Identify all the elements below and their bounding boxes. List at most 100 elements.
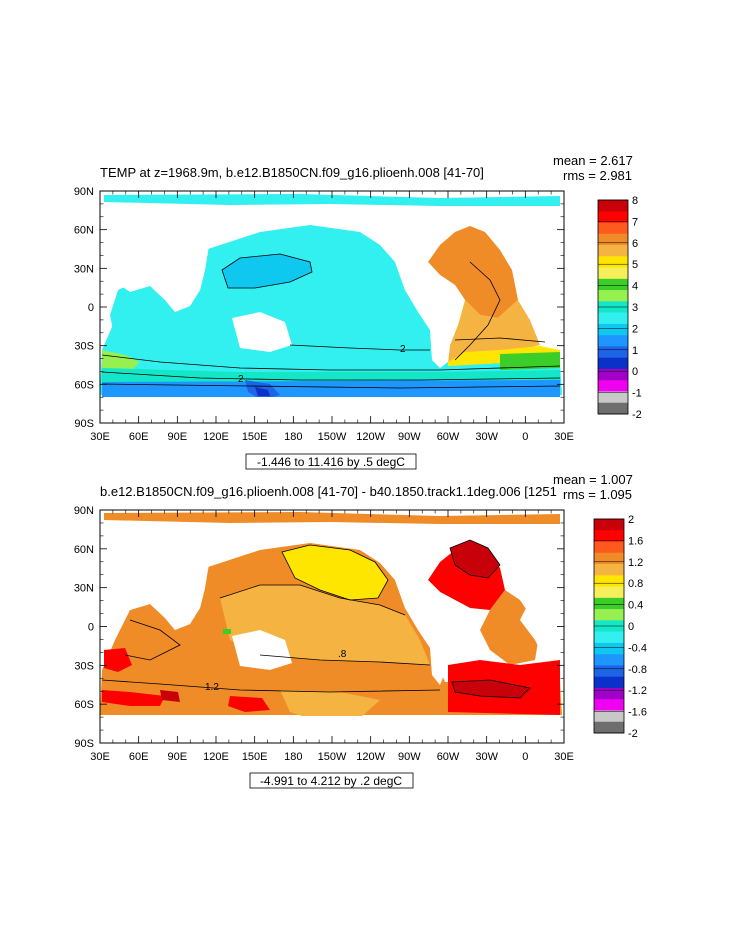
colorbar-swatch <box>598 200 628 212</box>
region-satlantic-green <box>500 352 560 370</box>
contour-line <box>101 371 561 381</box>
x-tick-label: 60E <box>129 751 149 763</box>
colorbar-label: 2 <box>628 514 634 526</box>
x-tick-label: 60W <box>437 751 460 763</box>
contour-line <box>454 261 501 361</box>
x-tick-label: 150E <box>242 431 268 443</box>
region-satlantic-orange <box>480 590 540 665</box>
region-southern-red <box>102 690 165 706</box>
colorbar-swatch <box>598 357 628 370</box>
region-southern-blue <box>102 380 560 397</box>
land-australia <box>232 312 292 352</box>
panel-bottom-range-box <box>249 772 414 789</box>
contour-line <box>101 383 561 389</box>
contour-line <box>101 679 441 693</box>
colorbar-label: -0.4 <box>628 642 647 654</box>
colorbar-swatch <box>598 380 628 392</box>
contour-line <box>259 654 431 666</box>
contour-line <box>281 544 389 601</box>
colorbar-swatch <box>594 654 624 666</box>
colorbar-label: 0.8 <box>628 578 643 590</box>
land-americas <box>380 228 465 368</box>
colorbar-swatch <box>594 575 624 587</box>
colorbar-label: 2 <box>632 323 638 335</box>
colorbar-swatch <box>598 222 628 235</box>
panel-bottom-title: b.e12.B1850CN.f09_g16.plioenh.008 [41-70… <box>100 484 557 499</box>
panel-top-xaxis: 30E 60E 90E 120E 150E 180 150W 120W 90W 60W 30W 0 30… <box>90 191 574 443</box>
colorbar-swatch <box>598 323 628 336</box>
colorbar-swatch <box>598 267 628 280</box>
panel-bottom-mean: mean = 1.007 <box>553 472 633 487</box>
region-indian-red <box>104 648 132 672</box>
colorbar-swatch <box>598 290 628 302</box>
contour-label: 1.2 <box>205 682 219 693</box>
y-tick-label: 90S <box>74 418 94 430</box>
x-tick-label: 120W <box>356 431 385 443</box>
y-tick-label: 0 <box>88 622 94 634</box>
region-sepacific-lightorange <box>280 690 380 722</box>
land-africa <box>520 580 564 660</box>
x-tick-label: 60W <box>437 431 460 443</box>
colorbar-label: 5 <box>632 259 638 271</box>
colorbar-swatch <box>594 665 624 677</box>
contour-line <box>289 344 430 351</box>
y-tick-label: 60N <box>74 225 94 237</box>
colorbar-label: 7 <box>632 216 638 228</box>
x-tick-label: 90W <box>398 431 421 443</box>
contour-label: 2 <box>238 374 244 385</box>
region-indian-green <box>102 350 140 372</box>
region-arctic-orange <box>104 512 560 524</box>
colorbar-label: -2 <box>632 409 642 421</box>
colorbar-label: 0 <box>628 621 634 633</box>
colorbar-swatch <box>594 721 624 734</box>
panel-bottom-xaxis: 30E 60E 90E 120E 150E 180 150W 120W 90W 60W 30W 0 30… <box>90 510 574 763</box>
colorbar-swatch <box>594 609 624 621</box>
y-tick-label: 30S <box>74 660 94 672</box>
land-asia <box>100 205 215 312</box>
y-tick-label: 90N <box>74 505 94 517</box>
panel-top-range-box <box>245 453 417 470</box>
panel-bottom: b.e12.B1850CN.f09_g16.plioenh.008 [41-70… <box>74 472 647 789</box>
colorbar-swatch <box>598 278 628 291</box>
x-tick-label: 90W <box>398 751 421 763</box>
colorbar-label: -2 <box>628 728 638 740</box>
region-southern-navy <box>255 387 270 396</box>
land-africa <box>518 262 564 346</box>
contour-line <box>449 539 501 579</box>
x-tick-label: 120W <box>356 751 385 763</box>
panel-top: TEMP at z=1968.9m, b.e12.B1850CN.f09_g16… <box>74 153 642 470</box>
panel-bottom-colorbar: 2 1.6 1.2 0.8 0.4 0 -0.4 -0.8 -1.2 -1.6 -2 <box>593 514 647 740</box>
y-tick-label: 60S <box>74 699 94 711</box>
x-tick-label: 150E <box>242 751 268 763</box>
contour-label: .8 <box>338 649 347 660</box>
x-tick-label: 0 <box>522 751 528 763</box>
colorbar-swatch <box>594 710 624 723</box>
colorbar-swatch <box>594 687 624 700</box>
contour-line <box>221 253 313 289</box>
region-npacific-blue <box>222 254 312 288</box>
x-tick-label: 180 <box>284 751 302 763</box>
x-tick-label: 120E <box>203 431 229 443</box>
contour-label: 2 <box>400 344 406 355</box>
panel-top-map: 2 2 <box>100 191 564 423</box>
colorbar-swatch <box>598 368 628 381</box>
x-tick-label: 180 <box>284 431 302 443</box>
y-tick-label: 60N <box>74 544 94 556</box>
y-tick-label: 0 <box>88 302 94 314</box>
x-tick-label: 60E <box>129 431 149 443</box>
colorbar-swatch <box>598 312 628 325</box>
panel-top-mean: mean = 2.617 <box>553 153 633 168</box>
region-southern-red <box>228 696 270 712</box>
colorbar-label: 6 <box>632 238 638 250</box>
panel-top-rms: rms = 2.981 <box>563 168 632 183</box>
panel-bottom-rms: rms = 1.095 <box>563 487 632 502</box>
panel-top-range-note: -1.446 to 11.416 by .5 degC <box>257 455 405 469</box>
region-pacific-cyan <box>100 225 562 395</box>
colorbar-label: 1.6 <box>628 535 643 547</box>
region-southern-darkred <box>160 690 180 702</box>
region-indian-cyan <box>110 280 170 345</box>
panel-top-colorbar: 8 7 6 5 4 3 2 1 0 -1 -2 <box>597 195 642 421</box>
colorbar-label: 1.2 <box>628 557 643 569</box>
colorbar-swatch <box>594 564 624 576</box>
panel-bottom-map: 1.2 .8 <box>100 510 564 743</box>
